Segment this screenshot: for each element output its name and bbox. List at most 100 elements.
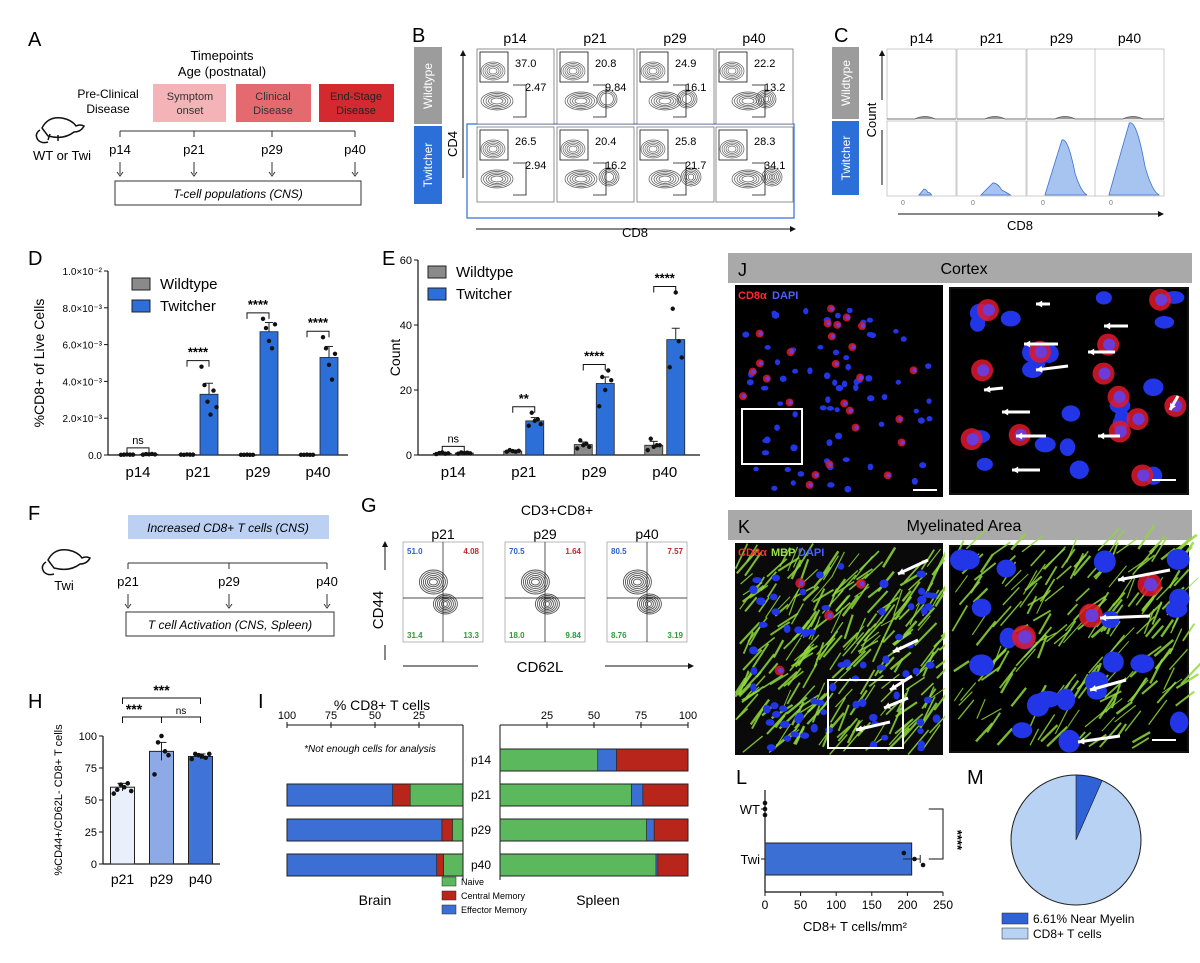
c-age-p21: p21 xyxy=(980,30,1004,46)
data-point xyxy=(214,404,219,410)
dapi-nucleus xyxy=(920,607,928,615)
legend-label: Naive xyxy=(461,877,484,887)
sig-label: ns xyxy=(176,706,187,717)
contour-ring xyxy=(426,576,440,588)
contour-ring xyxy=(567,93,595,109)
myelin-fiber xyxy=(843,625,865,651)
c-xlabel: CD8 xyxy=(1007,218,1033,233)
brain-bar-naive-p21 xyxy=(409,783,464,807)
b-plot-twi-p40 xyxy=(715,126,794,203)
contour-ring xyxy=(644,64,662,78)
myelin-fiber xyxy=(850,583,870,610)
myelin-fiber xyxy=(786,682,801,705)
dapi-nucleus xyxy=(1011,722,1033,739)
myelin-fiber xyxy=(1160,618,1175,638)
data-point xyxy=(648,436,653,441)
data-point xyxy=(529,410,534,415)
myelin-fiber xyxy=(813,642,825,668)
cd8-nucleus xyxy=(1085,608,1099,623)
myelin-fiber xyxy=(792,547,803,568)
cd8-nucleus xyxy=(848,408,854,413)
contour-ring xyxy=(490,97,504,105)
g-ylabel: CD44 xyxy=(370,591,387,629)
myelin-fiber xyxy=(835,594,851,613)
cd8-nucleus xyxy=(814,472,819,478)
arrow-head xyxy=(1090,685,1097,692)
y-tick-label: 0.0 xyxy=(88,451,102,462)
cd8-nucleus xyxy=(900,440,905,445)
b-plot-wt-p40 xyxy=(715,48,794,125)
contour-ring xyxy=(640,139,666,159)
dapi-nucleus xyxy=(912,667,920,675)
myelin-fiber xyxy=(734,677,747,695)
myelin-fiber xyxy=(998,666,1017,689)
data-point xyxy=(266,338,272,344)
dapi-nucleus xyxy=(807,367,813,375)
myelin-fiber xyxy=(1027,594,1047,607)
contour-ring xyxy=(638,595,660,613)
myelin-fiber xyxy=(953,687,964,702)
contour-ring xyxy=(600,169,618,185)
dapi-nucleus xyxy=(917,727,924,735)
data-point xyxy=(206,751,212,757)
myelin-fiber xyxy=(842,631,865,657)
k-stain-mbp: MBP xyxy=(771,547,795,559)
b-value-cd8: 13.2 xyxy=(764,82,785,94)
dapi-nucleus xyxy=(815,699,825,706)
myelin-fiber xyxy=(1042,548,1066,570)
cd8-nucleus xyxy=(898,416,903,422)
sig-label: **** xyxy=(308,315,329,330)
myelin-fiber xyxy=(1101,716,1116,732)
contour-ring xyxy=(542,599,552,609)
dapi-nucleus xyxy=(881,393,888,401)
data-point xyxy=(189,756,195,762)
j-inset-box xyxy=(741,408,803,465)
b-gate-cd8 xyxy=(752,162,766,196)
myelin-fiber xyxy=(1000,672,1014,694)
b-plot-wt-p14 xyxy=(476,48,555,125)
myelin-fiber xyxy=(992,605,1012,628)
y-axis-label: %CD8+ of Live Cells xyxy=(31,299,47,428)
k-cells xyxy=(734,543,966,755)
myelin-fiber xyxy=(954,575,969,593)
spleen-bar-naive-p40 xyxy=(499,853,657,877)
myelin-fiber xyxy=(769,672,789,686)
data-point xyxy=(920,862,926,868)
y-tick-label: 1.0×10⁻² xyxy=(63,267,103,278)
chart-h: 0 25 50 75 100 %CD44+/CD62L- CD8+ T cells p21 p… xyxy=(53,682,220,887)
myelin-fiber xyxy=(777,612,799,628)
b-plot-wt-p29 xyxy=(636,48,715,125)
c-plot-twi-p14 xyxy=(886,120,957,197)
myelin-fiber xyxy=(1066,603,1079,616)
myelin-fiber xyxy=(1163,667,1175,690)
myelin-fiber xyxy=(742,648,763,671)
dapi-nucleus xyxy=(878,421,885,427)
brain-note: *Not enough cells for analysis xyxy=(304,744,436,755)
dapi-nucleus xyxy=(1169,711,1189,734)
bar-twitcher-p29 xyxy=(595,383,615,456)
contour-ring xyxy=(540,598,554,610)
myelin-fiber xyxy=(793,727,805,745)
x-tick-label: p21 xyxy=(111,871,135,887)
contour-ring xyxy=(572,174,590,184)
cd8-nucleus xyxy=(1137,469,1150,482)
myelin-fiber xyxy=(855,617,867,640)
myelin-fiber xyxy=(920,682,935,696)
myelin-fiber xyxy=(881,546,897,568)
panel-l: L 0 50 100 150 200 250 WT Twi **** CD8+ T cells/m… xyxy=(736,767,965,934)
contour-ring xyxy=(719,61,745,81)
b-gate-cd4 xyxy=(639,51,669,83)
chart-l: 0 50 100 150 200 250 WT Twi **** CD8+ T cells/mm² xyxy=(740,790,965,934)
contour-ring xyxy=(574,175,588,183)
age-p40: p40 xyxy=(344,142,366,157)
contour-ring xyxy=(739,174,757,184)
c-age-p29: p29 xyxy=(1050,30,1074,46)
g-quad-ul: 80.5 xyxy=(611,547,627,556)
myelin-fiber xyxy=(1126,576,1136,599)
dapi-nucleus xyxy=(918,587,926,595)
y-tick-label: 4.0×10⁻³ xyxy=(63,377,103,388)
c-plot-wt-p29 xyxy=(1026,48,1097,120)
myelin-fiber xyxy=(986,712,1001,733)
dapi-nucleus xyxy=(866,317,874,323)
cd8-nucleus xyxy=(829,306,835,311)
